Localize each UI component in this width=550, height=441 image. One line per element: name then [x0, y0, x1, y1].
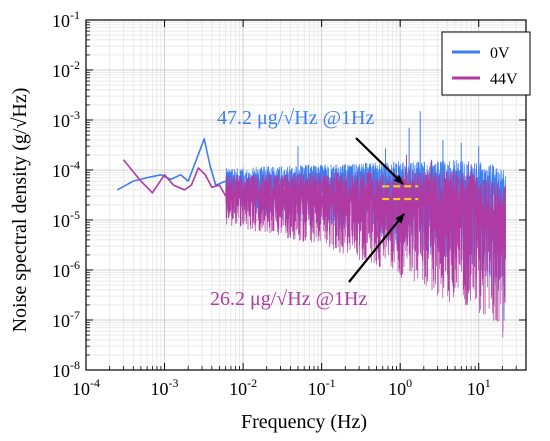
x-axis-label: Frequency (Hz) [241, 411, 367, 433]
x-tick-label: 10-1 [308, 376, 336, 399]
x-tick-label: 10-4 [72, 376, 100, 399]
plot-frame [85, 19, 527, 371]
legend: 0V 44V [441, 31, 531, 96]
x-tick-label: 101 [467, 376, 491, 399]
series-noise-band [225, 170, 506, 338]
series-line [122, 159, 227, 197]
plot-series [116, 111, 506, 338]
y-tick-label: 10-7 [52, 308, 80, 331]
y-tick-label: 10-2 [52, 58, 80, 81]
legend-label-44v: 44V [490, 71, 518, 88]
annotation-0v-value: 47.2 μg/√Hz @1Hz [217, 107, 374, 129]
series-44v [122, 154, 506, 338]
y-axis-label: Noise spectral density (g/√Hz) [9, 88, 31, 333]
y-tick-label: 10-1 [52, 8, 80, 31]
x-tick-label: 10-3 [151, 376, 179, 399]
measurement-markers [382, 185, 419, 201]
annotation-44v-arrow [348, 213, 405, 283]
legend-label-0v: 0V [490, 45, 510, 62]
series-line [116, 138, 226, 191]
annotation-44v-value: 26.2 μg/√Hz @1Hz [210, 288, 367, 310]
y-tick-labels: 10-8 10-7 10-6 10-5 10-4 10-3 10-2 10-1 [52, 8, 80, 381]
y-tick-label: 10-3 [52, 108, 80, 131]
y-tick-label: 10-4 [52, 158, 80, 181]
y-tick-label: 10-6 [52, 258, 80, 281]
y-tick-label: 10-5 [52, 208, 80, 231]
x-tick-label: 100 [388, 376, 412, 399]
x-tick-labels: 10-4 10-3 10-2 10-1 100 101 [72, 376, 491, 399]
y-tick-label: 10-8 [52, 358, 80, 381]
legend-box [441, 31, 531, 96]
annotation-0v-arrow [355, 137, 404, 185]
x-tick-label: 10-2 [229, 376, 257, 399]
